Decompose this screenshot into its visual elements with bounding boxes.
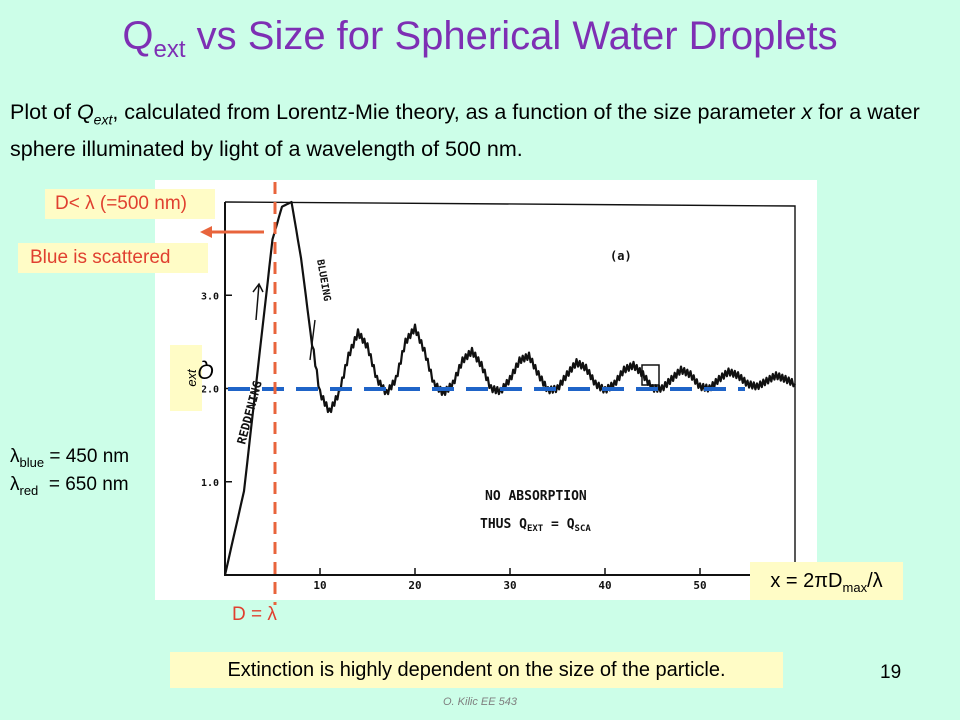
slide-title: Qext vs Size for Spherical Water Droplet… [0, 14, 960, 64]
x-tick-label: 10 [313, 579, 326, 592]
plot-svg: 1020304050601.02.03.0 (a) REDDENING BLUE… [201, 200, 802, 592]
description-paragraph: Plot of Qext, calculated from Lorentz-Mi… [10, 97, 955, 164]
desc-part-b: , calculated from Lorentz-Mie theory, as… [112, 100, 802, 124]
title-rest: vs Size for Spherical Water Droplets [185, 14, 838, 58]
tick-labels: 1020304050601.02.03.0 [201, 291, 802, 592]
y-tick-label: 1.0 [201, 478, 219, 489]
q-ext-curve [223, 200, 796, 576]
desc-part-a: Plot of [10, 100, 77, 124]
blue-scattered-tag: Blue is scattered [18, 243, 208, 273]
desc-q-sub: ext [93, 111, 113, 128]
q-ext-plot: 1020304050601.02.03.0 (a) REDDENING BLUE… [155, 180, 817, 600]
y-tick-label: 2.0 [201, 385, 219, 396]
d-equals-lambda-label: D = λ [232, 604, 277, 625]
note-line-2: THUS QEXT = QSCA [480, 517, 591, 534]
desc-q: Q [76, 100, 94, 124]
extinction-note: Extinction is highly dependent on the si… [170, 652, 783, 688]
title-q: Q [122, 14, 154, 58]
desc-x: x [801, 100, 813, 124]
x-tick-label: 50 [693, 579, 706, 592]
blueing-arrow-icon [309, 319, 316, 361]
reddening-arrow-icon [252, 282, 264, 321]
lambda-blue-label: λblue = 450 nm [10, 446, 130, 470]
slide-number: 19 [880, 662, 902, 683]
panel-label: (a) [610, 249, 632, 263]
size-parameter-formula-tag: x = 2πDmax/λ [750, 562, 903, 600]
reddening-annotation: REDDENING [234, 379, 264, 445]
desc-part-c: for a water sphere illuminated by light … [10, 100, 920, 162]
footer-author: O. Kilic EE 543 [443, 696, 517, 708]
title-q-sub: ext [153, 36, 186, 63]
small-box-marker [641, 364, 660, 386]
x-tick-label: 30 [503, 579, 516, 592]
d-less-lambda-tag: D< λ (=500 nm) [45, 189, 215, 219]
blueing-annotation: BLUEING [314, 259, 332, 302]
lambda-red-label: λred = 650 nm [10, 474, 129, 498]
x-tick-label: 20 [408, 579, 421, 592]
y-tick-label: 3.0 [201, 291, 219, 302]
x-tick-label: 40 [598, 579, 611, 592]
note-line-1: NO ABSORPTION [485, 489, 587, 504]
